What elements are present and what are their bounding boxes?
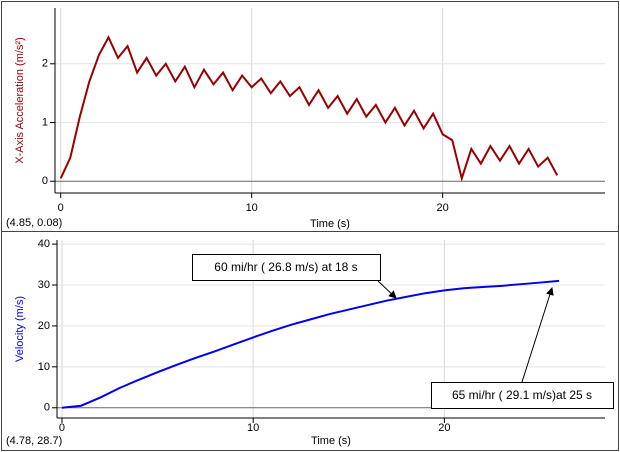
y-tick-label: 0 [44, 402, 50, 414]
y-axis-label: X-Axis Acceleration (m/s²) [14, 37, 26, 164]
annotation-box [431, 382, 614, 409]
y-tick-label: 30 [38, 279, 50, 291]
x-axis-label: Time (s) [310, 218, 350, 230]
data-line [59, 35, 559, 182]
y-tick-label: 2 [42, 58, 48, 70]
y-tick-label: 10 [38, 361, 50, 373]
x-tick-label: 20 [438, 422, 450, 434]
annotation-arrow [377, 280, 397, 299]
data-line [61, 279, 560, 409]
annotation-arrow [521, 287, 554, 383]
x-tick-label: 0 [58, 202, 64, 214]
y-tick-label: 20 [38, 320, 50, 332]
y-axis-label: Velocity (m/s) [14, 296, 26, 362]
x-tick-label: 20 [437, 202, 449, 214]
x-tick-label: 10 [247, 422, 259, 434]
annotation: 65 mi/hr ( 29.1 m/s)at 25 s [452, 388, 592, 402]
cursor-readout: (4.85, 0.08) [6, 217, 62, 229]
y-tick-label: 0 [42, 175, 48, 187]
cursor-readout: (4.78, 28.7) [6, 435, 62, 447]
y-tick-label: 40 [38, 238, 50, 250]
annotation: 60 mi/hr ( 26.8 m/s) at 18 s [214, 260, 357, 274]
x-tick-label: 0 [59, 422, 65, 434]
x-axis-label: Time (s) [311, 435, 351, 447]
annotation-box [192, 254, 381, 281]
y-tick-label: 1 [42, 116, 48, 128]
x-tick-label: 10 [246, 202, 258, 214]
